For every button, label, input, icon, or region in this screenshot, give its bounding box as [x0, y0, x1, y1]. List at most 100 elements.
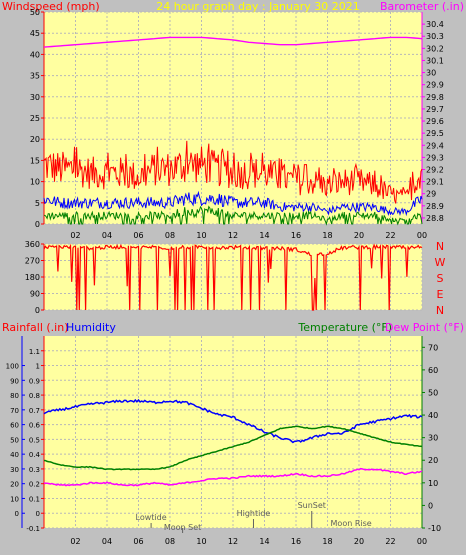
humidity-y-tick-label: 100	[6, 363, 19, 371]
humidity-axis-title: Humidity	[66, 321, 116, 334]
direction-y-axis: 0 90 180 270 360	[25, 240, 45, 315]
wind-y-tick-label: 25	[30, 114, 40, 123]
x-tick-label: 12	[228, 231, 238, 240]
temp-y-tick-label: 0	[428, 501, 433, 510]
wind-y-tick-label: 40	[30, 50, 40, 59]
rain-y-tick-label: 0.6	[29, 422, 41, 430]
wind-chart-title: 24 hour graph day : January 30 2021	[156, 0, 360, 13]
baro-y-tick-label: 29.4	[426, 141, 444, 150]
direction-y-tick-label: 270	[25, 257, 40, 266]
x-tick-label: 22	[385, 231, 395, 240]
barometer-line	[43, 36, 423, 48]
x-tick-label: 02	[70, 231, 80, 240]
rain-axis-title: Rainfall (.in)	[2, 321, 69, 334]
temp-y-axes: -0.1 0 0.1 0.2 0.3 0.4 0.5 0.6 0.7 0.8 0.9 1 1.1 0 10 2…	[6, 336, 441, 533]
baro-y-tick-label: 29.6	[426, 117, 444, 126]
wind-y-tick-label: 10	[30, 178, 40, 187]
x-tick-label: 04	[102, 537, 112, 546]
temp-y-tick-label: 10	[428, 479, 438, 488]
baro-y-tick-label: 30.2	[426, 44, 444, 53]
temp-series	[43, 398, 423, 487]
x-tick-label: 20	[354, 231, 364, 240]
rain-y-tick-label: 0.8	[29, 392, 40, 400]
event-label: Moon Set	[164, 523, 201, 532]
wind-left-axis-title: Windspeed (mph)	[2, 0, 100, 13]
wind-y-tick-label: 35	[30, 72, 40, 81]
temp-panel: Rainfall (.in) Humidity Temperature (°F)…	[2, 321, 464, 546]
baro-y-tick-label: 29.3	[426, 153, 444, 162]
x-tick-label: 18	[322, 231, 332, 240]
baro-y-tick-label: 30.1	[426, 56, 444, 65]
event-label: Hightide	[237, 509, 271, 518]
compass-label: N	[436, 240, 444, 253]
temp-y-tick-label: 70	[428, 343, 438, 352]
compass-label: W	[435, 256, 446, 269]
temp-y-tick-label: 60	[428, 366, 438, 375]
temp-y-tick-label: -10	[428, 524, 441, 533]
x-tick-label: 18	[322, 537, 332, 546]
compass-label: E	[437, 288, 444, 301]
baro-y-tick-label: 30.3	[426, 32, 444, 41]
wind-y-tick-label: 0	[35, 220, 40, 229]
wind-y-tick-label: 30	[30, 93, 40, 102]
direction-y-tick-label: 180	[25, 273, 40, 282]
direction-y-tick-label: 360	[25, 240, 40, 249]
temperature-axis-title: Temperature (°F)	[297, 321, 392, 334]
direction-y-tick-label: 90	[30, 290, 40, 299]
baro-y-axis: 28.8 28.9 29 29.1 29.2 29.3 29.4 29.5 29.6 29.7 29…	[421, 12, 444, 224]
wind-y-tick-label: 20	[30, 135, 40, 144]
x-tick-label: 08	[165, 231, 175, 240]
x-tick-label: 14	[259, 537, 269, 546]
x-tick-label: 06	[133, 537, 143, 546]
direction-series	[43, 243, 423, 311]
dewpoint-axis-title: Dew Point (°F)	[385, 321, 464, 334]
wind-y-tick-label: 45	[30, 29, 40, 38]
temp-y-tick-label: 50	[428, 388, 438, 397]
x-tick-label: 20	[354, 537, 364, 546]
x-tick-label: 22	[385, 537, 395, 546]
windspeed-line	[43, 140, 423, 204]
temp-y-tick-label: 20	[428, 456, 438, 465]
baro-y-tick-label: 30	[426, 69, 436, 78]
baro-y-tick-label: 29.8	[426, 93, 444, 102]
rain-y-tick-label: 0.4	[29, 451, 41, 459]
x-tick-label: 04	[102, 231, 112, 240]
baro-y-tick-label: 29.1	[426, 178, 444, 187]
wind-y-axis: 0 5 10 15 20 25 30 35 40 45 50	[30, 8, 45, 229]
x-tick-label: 10	[196, 231, 206, 240]
x-tick-label: 12	[228, 537, 238, 546]
x-tick-label: 14	[259, 231, 269, 240]
x-tick-label: 08	[165, 537, 175, 546]
humidity-y-tick-label: 0	[15, 510, 19, 518]
wind-x-axis: 02 04 06 08 10 12 14 16 18 20 22 00	[70, 231, 427, 240]
direction-y-tick-label: 0	[35, 306, 40, 315]
average-line	[43, 205, 423, 226]
baro-y-tick-label: 30.4	[426, 20, 444, 29]
x-tick-label: 02	[70, 537, 80, 546]
temp-grid	[44, 336, 423, 529]
humidity-y-tick-label: 30	[10, 466, 19, 474]
baro-y-tick-label: 29.7	[426, 105, 444, 114]
baro-y-tick-label: 29	[426, 190, 436, 199]
temp-y-tick-label: 40	[428, 411, 438, 420]
rain-y-tick-label: 0.2	[29, 481, 40, 489]
event-label: Lowtide	[136, 513, 167, 522]
rain-y-tick-label: -0.1	[26, 525, 40, 533]
direction-line	[43, 243, 423, 311]
temp-y-tick-label: 30	[428, 434, 438, 443]
temp-x-axis: 02 04 06 08 10 12 14 16 18 20 22 00	[70, 537, 427, 546]
temperature-line	[43, 425, 423, 471]
rain-y-tick-label: 0.9	[29, 377, 40, 385]
event-label: SunSet	[298, 501, 326, 510]
dewpoint-line	[43, 467, 423, 487]
x-tick-label: 16	[291, 231, 301, 240]
wind-y-tick-label: 5	[35, 199, 40, 208]
x-tick-label: 00	[417, 537, 427, 546]
baro-y-tick-label: 29.5	[426, 129, 444, 138]
humidity-y-tick-label: 90	[10, 377, 19, 385]
event-label: Moon Rise	[331, 519, 372, 528]
